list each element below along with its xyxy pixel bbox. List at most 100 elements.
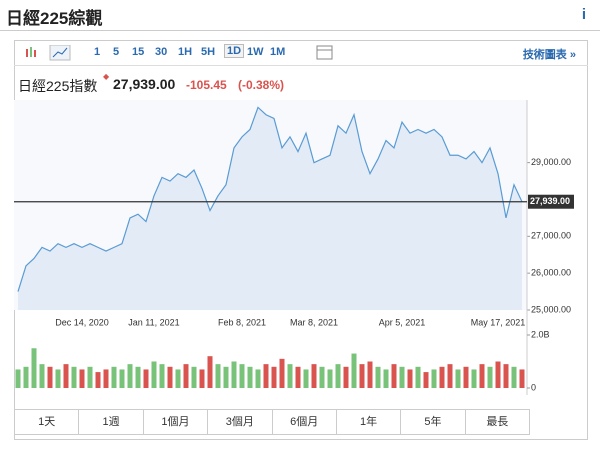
volume-bar	[383, 369, 389, 388]
range-button[interactable]: 1週	[79, 410, 144, 434]
volume-bar	[343, 366, 349, 388]
volume-bar	[207, 356, 213, 388]
volume-bar	[335, 364, 341, 388]
price-line-series	[17, 106, 523, 292]
volume-bar	[31, 348, 37, 388]
volume-bar	[39, 364, 45, 388]
volume-bar	[135, 366, 141, 388]
range-button[interactable]: 6個月	[273, 410, 337, 434]
interval-button[interactable]: 5	[113, 46, 120, 58]
volume-bar	[455, 369, 461, 388]
info-icon[interactable]: i	[581, 6, 586, 23]
volume-bar	[103, 369, 109, 388]
interval-button[interactable]: 1	[94, 46, 101, 58]
volume-bar	[311, 364, 317, 388]
x-tick-label: Dec 14, 2020	[55, 317, 109, 327]
volume-bar	[375, 366, 381, 388]
volume-bar	[495, 361, 501, 388]
interval-button[interactable]: 15	[132, 46, 145, 58]
y-tick-label: 2.0B	[531, 329, 550, 339]
volume-bar	[479, 364, 485, 388]
volume-bar	[95, 372, 101, 388]
volume-bar	[15, 369, 21, 388]
volume-bar	[447, 364, 453, 388]
volume-bar	[367, 361, 373, 388]
x-tick-label: May 17, 2021	[471, 317, 526, 327]
chart: Investing.com25,000.0026,000.0027,000.00…	[14, 100, 574, 395]
volume-bar	[463, 366, 469, 388]
volume-bar	[415, 366, 421, 388]
volume-bar	[255, 369, 261, 388]
volume-bar	[151, 361, 157, 388]
volume-bar	[223, 366, 229, 388]
range-button[interactable]: 1個月	[144, 410, 209, 434]
volume-bar	[287, 364, 293, 388]
volume-bar	[279, 358, 285, 388]
volume-bar	[87, 366, 93, 388]
volume-bar	[175, 369, 181, 388]
volume-bar	[71, 366, 77, 388]
quote-change-pct: (-0.38%)	[238, 78, 285, 92]
volume-bar	[63, 364, 69, 388]
volume-bar	[119, 369, 125, 388]
volume-bar	[423, 372, 429, 388]
toolbar: 技術圖表 » 1 5 15 30 1H 5H 1D 1W 1M	[14, 40, 588, 66]
volume-bar	[55, 369, 61, 388]
area	[18, 107, 522, 310]
interval-button[interactable]: 5H	[201, 46, 216, 58]
interval-button[interactable]: 1M	[270, 46, 286, 58]
quote-price: 27,939.00	[113, 76, 176, 92]
volume-bar	[183, 364, 189, 388]
y-tick-label: 26,000.00	[531, 268, 571, 278]
volume-bar	[511, 366, 517, 388]
volume-bar	[471, 369, 477, 388]
interval-button[interactable]: 1H	[178, 46, 193, 58]
range-buttons: 1天 1週 1個月 3個月 6個月 1年 5年 最長	[14, 409, 530, 435]
volume-bar	[431, 369, 437, 388]
x-tick-label: Feb 8, 2021	[218, 317, 266, 327]
last-price-label: 27,939.00	[530, 196, 570, 206]
y-tick-label: 27,000.00	[531, 231, 571, 241]
tech-chart-link[interactable]: 技術圖表 »	[522, 49, 576, 61]
volume-bar	[487, 366, 493, 388]
volume-bar	[167, 366, 173, 388]
volume-bar	[111, 366, 117, 388]
volume-bar	[359, 364, 365, 388]
last-price-box	[528, 194, 574, 209]
volume-bar	[247, 366, 253, 388]
volume-bar	[391, 364, 397, 388]
y-tick-label: 25,000.00	[531, 304, 571, 314]
volume-bar	[303, 369, 309, 388]
volume-bar	[327, 369, 333, 388]
interval-button[interactable]: 30	[155, 46, 168, 58]
volume-bar	[239, 364, 245, 388]
interval-button[interactable]: 1D	[224, 44, 245, 58]
y-tick-label: 0	[531, 382, 536, 392]
volume-bar	[295, 366, 301, 388]
range-button[interactable]: 3個月	[208, 410, 273, 434]
range-button[interactable]: 5年	[401, 410, 466, 434]
page-title: 日經225綜觀	[6, 9, 103, 28]
volume-bar	[47, 366, 53, 388]
chart-type-icons[interactable]	[24, 45, 80, 61]
volume-bar	[191, 366, 197, 388]
range-button[interactable]: 1年	[337, 410, 402, 434]
volume-bar	[503, 364, 509, 388]
volume-bar	[79, 369, 85, 388]
interval-button[interactable]: 1W	[247, 46, 264, 58]
volume-bar	[271, 366, 277, 388]
volume-bar	[23, 366, 29, 388]
quote-change: -105.45	[186, 78, 227, 92]
settings-icon[interactable]	[316, 45, 334, 61]
volume-bar	[519, 369, 525, 388]
x-tick-label: Mar 8, 2021	[290, 317, 338, 327]
volume-bar	[407, 369, 413, 388]
range-button[interactable]: 最長	[486, 416, 509, 428]
quote-name: 日經225指數	[18, 78, 98, 94]
range-button[interactable]: 1天	[15, 410, 80, 434]
volume-bar	[399, 366, 405, 388]
volume-bar	[319, 366, 325, 388]
volume-bar	[215, 364, 221, 388]
volume-bar	[439, 366, 445, 388]
